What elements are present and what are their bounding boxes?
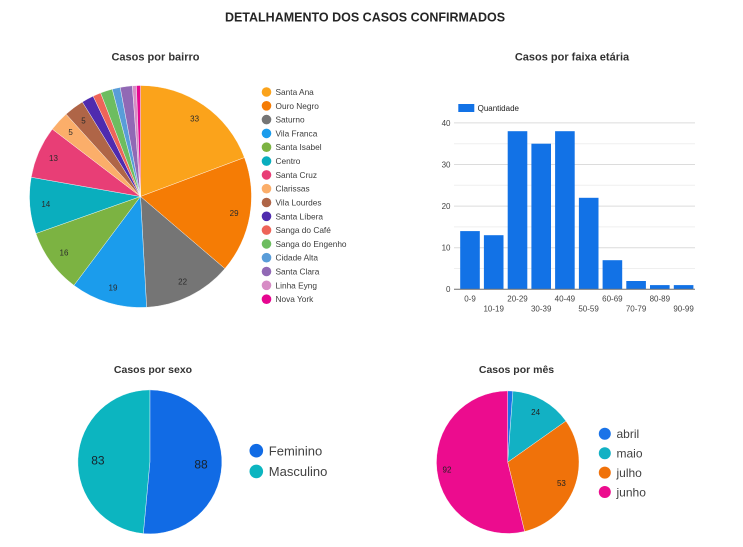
svg-text:Saturno: Saturno [276, 115, 305, 125]
svg-text:Vila Franca: Vila Franca [276, 128, 318, 138]
svg-text:Nova York: Nova York [276, 294, 315, 304]
svg-text:10-19: 10-19 [483, 305, 504, 314]
svg-text:Centro: Centro [276, 156, 301, 166]
svg-text:Cidade Alta: Cidade Alta [276, 253, 319, 263]
svg-text:60-69: 60-69 [602, 294, 623, 303]
svg-text:Masculino: Masculino [269, 464, 328, 479]
svg-text:70-79: 70-79 [626, 305, 647, 314]
svg-text:Santa Ana: Santa Ana [276, 87, 315, 97]
svg-text:50-59: 50-59 [578, 305, 599, 314]
svg-text:40-49: 40-49 [555, 294, 576, 303]
svg-text:33: 33 [190, 114, 199, 123]
svg-text:20: 20 [442, 202, 451, 211]
svg-text:80-89: 80-89 [650, 294, 671, 303]
svg-text:5: 5 [68, 128, 73, 137]
svg-text:Vila Lourdes: Vila Lourdes [276, 198, 322, 208]
svg-text:Linha Eyng: Linha Eyng [276, 280, 318, 290]
svg-text:Casos por mês: Casos por mês [479, 364, 554, 376]
svg-text:Santa Líbera: Santa Líbera [276, 211, 324, 221]
svg-text:24: 24 [531, 408, 540, 417]
svg-text:90-99: 90-99 [673, 305, 694, 314]
svg-text:19: 19 [109, 283, 118, 292]
svg-text:julho: julho [616, 466, 643, 480]
svg-text:16: 16 [60, 249, 69, 258]
svg-text:22: 22 [178, 278, 187, 287]
svg-text:maio: maio [617, 447, 643, 461]
svg-text:0: 0 [446, 285, 451, 294]
svg-text:83: 83 [91, 454, 105, 468]
svg-text:92: 92 [443, 465, 452, 474]
svg-text:Clarissas: Clarissas [276, 184, 310, 194]
svg-text:53: 53 [557, 479, 566, 488]
svg-text:Quantidade: Quantidade [478, 104, 520, 113]
svg-text:10: 10 [442, 244, 451, 253]
svg-text:Casos por sexo: Casos por sexo [114, 364, 192, 376]
svg-text:88: 88 [194, 458, 208, 472]
svg-text:abril: abril [617, 427, 640, 441]
svg-text:14: 14 [41, 200, 50, 209]
svg-text:30: 30 [442, 160, 451, 169]
svg-text:Sanga do Café: Sanga do Café [276, 225, 332, 235]
svg-text:Santa Cruz: Santa Cruz [276, 170, 318, 180]
svg-text:junho: junho [616, 485, 647, 499]
svg-text:20-29: 20-29 [507, 294, 528, 303]
svg-text:30-39: 30-39 [531, 305, 552, 314]
svg-text:Casos por bairro: Casos por bairro [111, 52, 199, 64]
svg-text:0-9: 0-9 [464, 294, 476, 303]
svg-text:29: 29 [230, 209, 239, 218]
svg-text:Feminino: Feminino [269, 443, 322, 458]
svg-text:Sanga do Engenho: Sanga do Engenho [276, 239, 347, 249]
svg-text:Casos por faixa etária: Casos por faixa etária [515, 52, 630, 64]
svg-text:Santa Clara: Santa Clara [276, 267, 320, 277]
svg-text:40: 40 [442, 119, 451, 128]
svg-text:5: 5 [81, 116, 86, 125]
svg-text:Santa Isabel: Santa Isabel [276, 142, 322, 152]
svg-text:Ouro Negro: Ouro Negro [276, 101, 320, 111]
svg-text:DETALHAMENTO DOS CASOS CONFIRM: DETALHAMENTO DOS CASOS CONFIRMADOS [225, 11, 505, 25]
svg-text:13: 13 [49, 154, 58, 163]
